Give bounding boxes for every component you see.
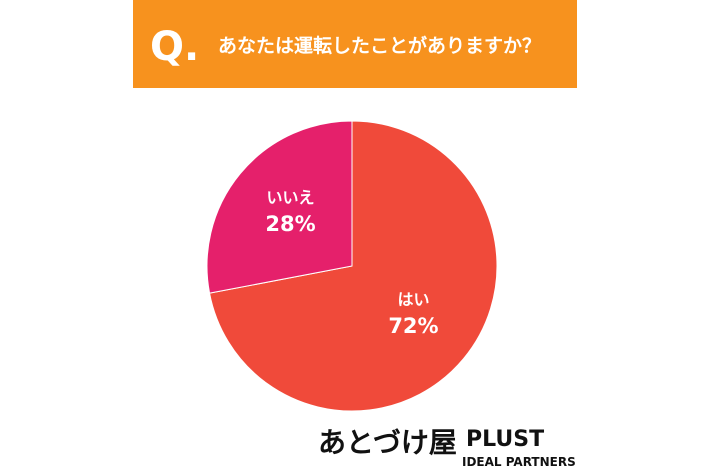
pie-slice <box>208 120 498 412</box>
question-mark: Q. <box>150 24 199 70</box>
logo-left: あとづけ屋 <box>318 426 457 459</box>
slice-label: いいえ <box>267 188 315 207</box>
logo-right: PLUST <box>466 427 544 452</box>
header-band <box>133 0 577 88</box>
slice-label: はい <box>397 290 429 309</box>
question-text: あなたは運転したことがありますか？ <box>218 34 541 57</box>
pie: はい 72% いいえ 28% <box>206 120 498 412</box>
pie-slice <box>206 120 353 294</box>
slice-value-label: 28% <box>265 212 315 236</box>
logo-right-sub: IDEAL PARTNERS <box>462 455 576 469</box>
slice-value-label: 72% <box>388 314 438 338</box>
